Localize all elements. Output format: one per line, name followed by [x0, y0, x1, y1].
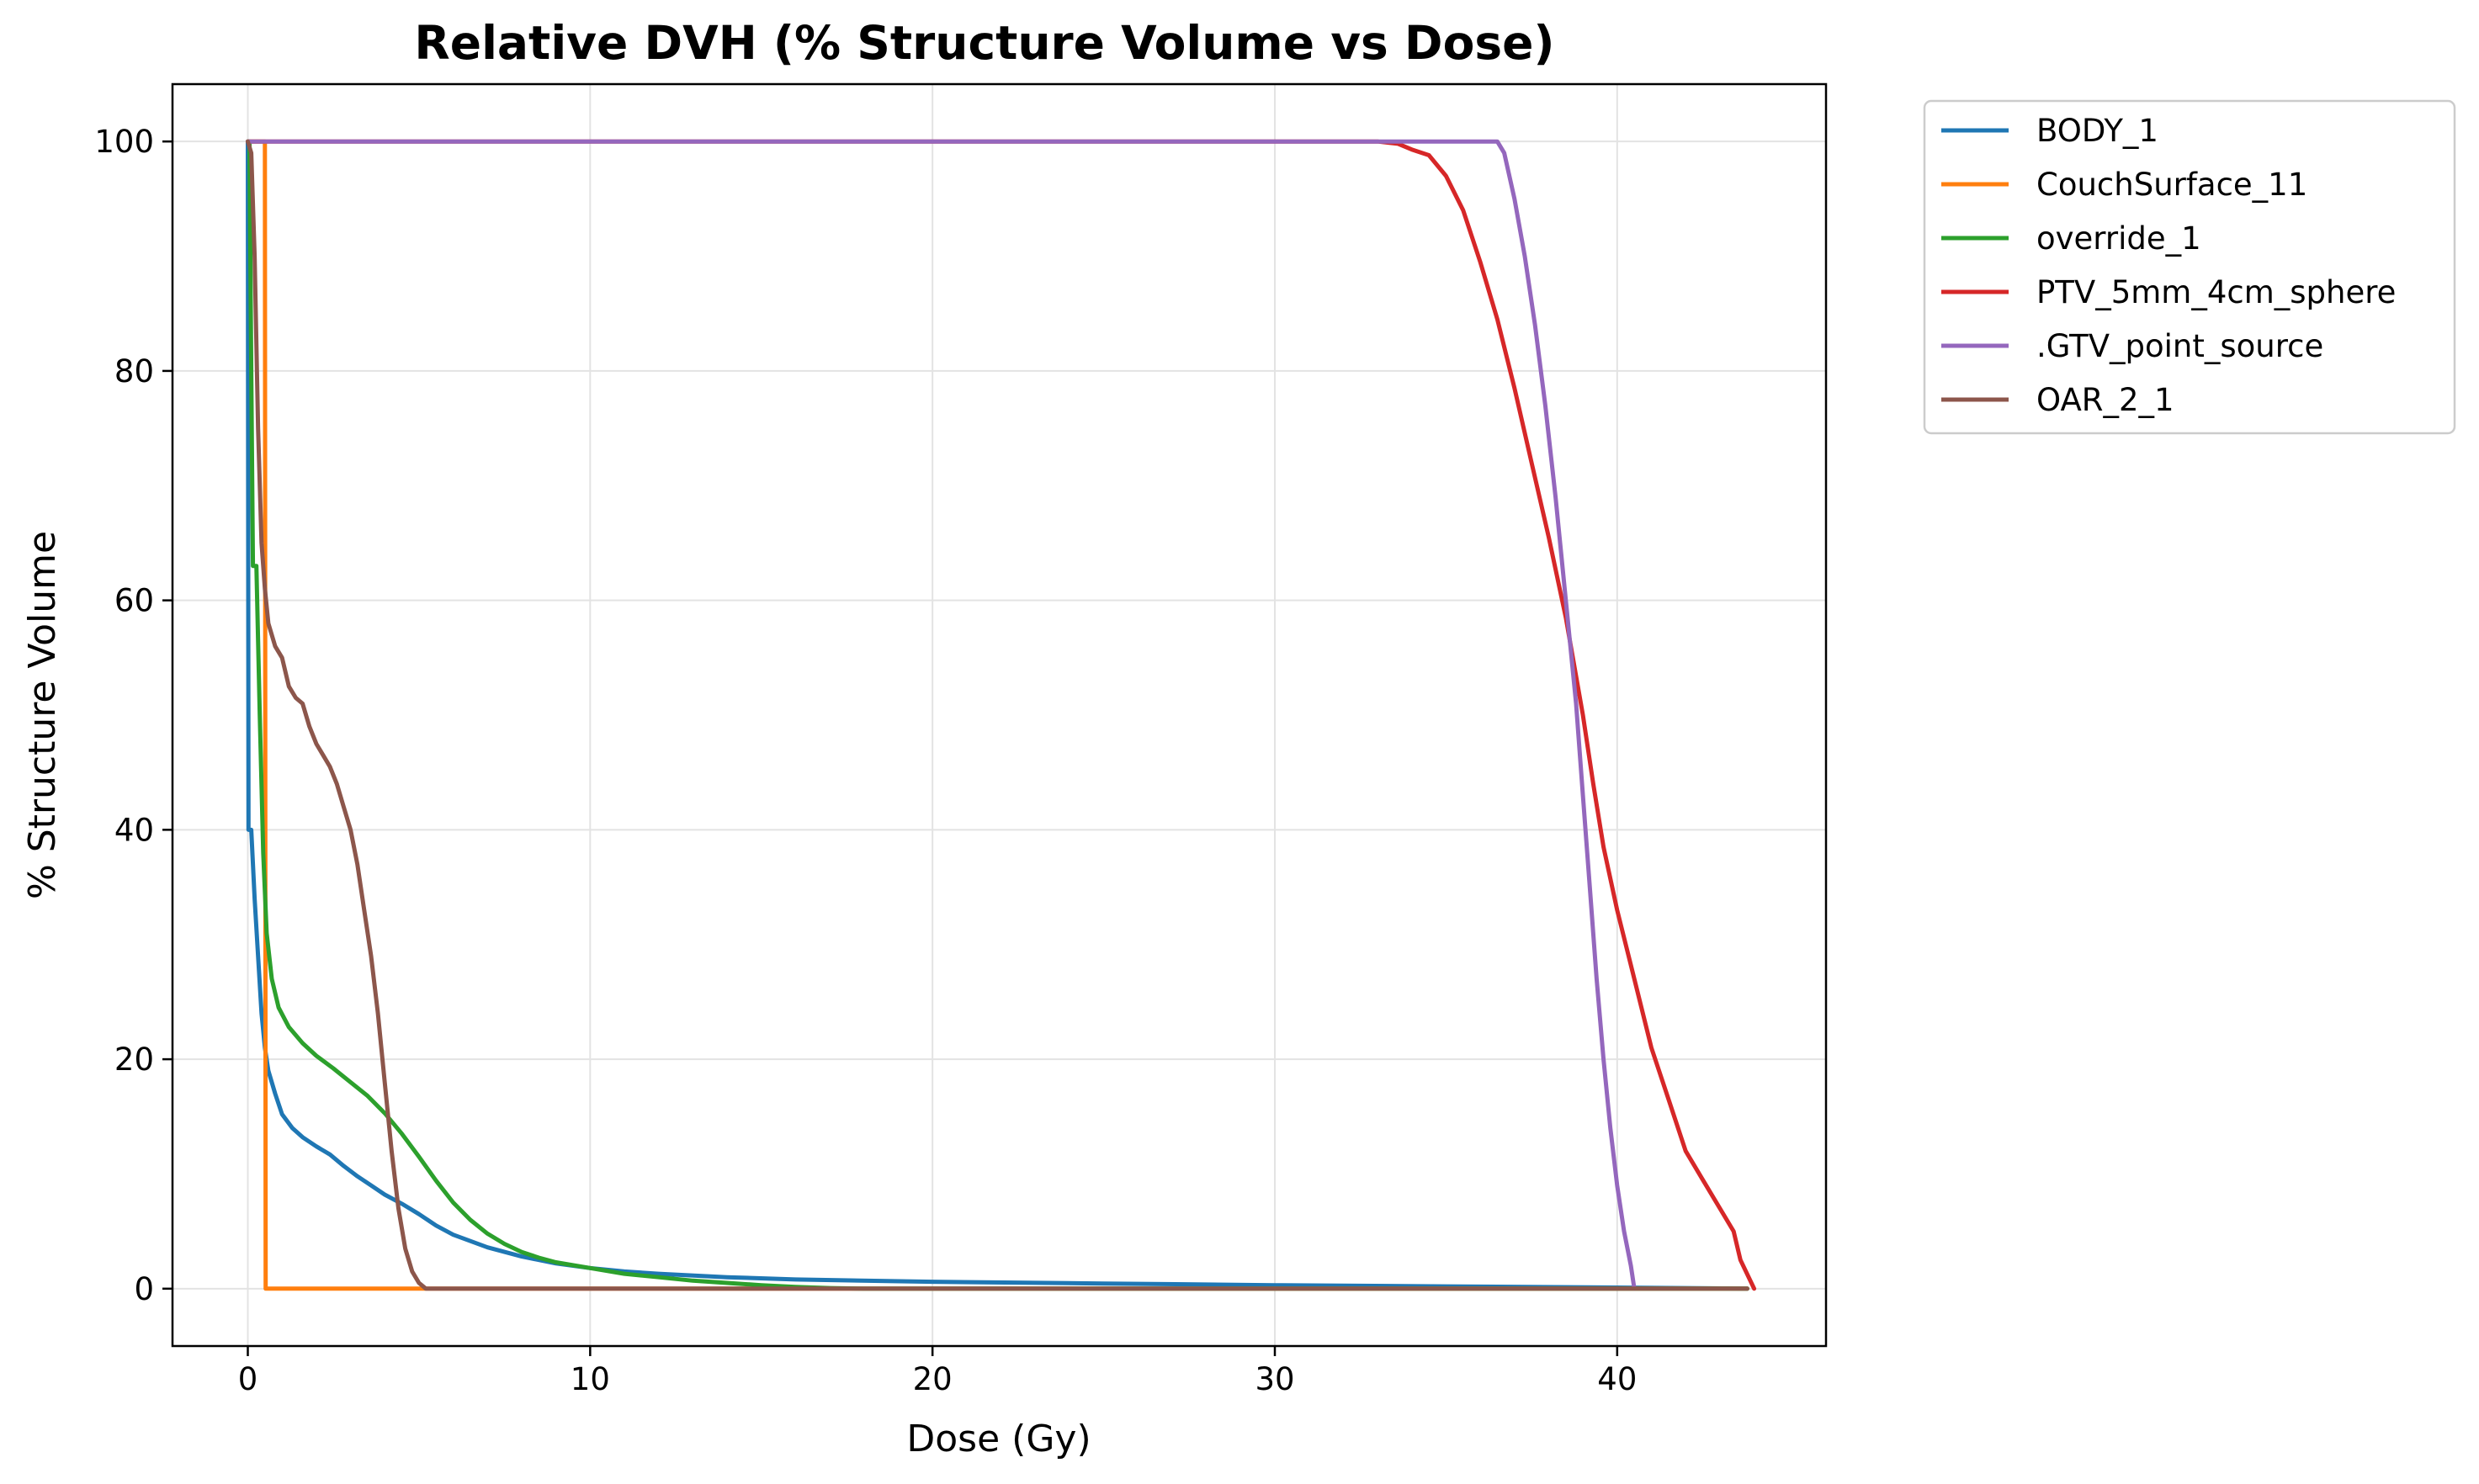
legend-entry: OAR_2_1	[2036, 382, 2174, 418]
series-line-0	[246, 139, 1749, 1291]
legend-entry: .GTV_point_source	[2036, 328, 2323, 364]
legend-entry: BODY_1	[2036, 113, 2158, 149]
y-axis-label: % Structure Volume	[21, 531, 64, 899]
y-tick-label: 60	[114, 583, 154, 619]
legend: BODY_1 CouchSurface_11 override_1 PTV_5mm_4…	[1923, 99, 2456, 435]
y-tick-label: 20	[114, 1041, 154, 1078]
series-line-4	[246, 139, 1637, 1291]
series-line-1	[246, 139, 1749, 1291]
y-tick-label: 40	[114, 812, 154, 848]
x-tick-label: 30	[1255, 1361, 1294, 1397]
legend-entry: override_1	[2036, 220, 2201, 257]
x-axis-label: Dose (Gy)	[906, 1418, 1091, 1460]
axis-ticks: 0 10 20 30 40 0 20 40 60 80 100	[94, 124, 1637, 1397]
x-tick-label: 20	[913, 1361, 953, 1397]
x-tick-label: 0	[238, 1361, 258, 1397]
y-tick-label: 80	[114, 353, 154, 390]
x-tick-label: 40	[1597, 1361, 1637, 1397]
series-line-3	[246, 139, 1757, 1291]
plot-frame	[171, 82, 1828, 1348]
y-tick-label: 0	[134, 1271, 154, 1307]
series-line-5	[246, 139, 1749, 1291]
legend-frame	[1923, 99, 2456, 435]
series-line-2	[246, 139, 1749, 1291]
series-lines	[246, 139, 1757, 1291]
legend-entry: CouchSurface_11	[2036, 167, 2307, 203]
chart-title: Relative DVH (% Structure Volume vs Dose…	[414, 16, 1554, 70]
x-tick-label: 10	[571, 1361, 610, 1397]
y-tick-label: 100	[94, 124, 154, 160]
legend-entry: PTV_5mm_4cm_sphere	[2036, 274, 2396, 310]
